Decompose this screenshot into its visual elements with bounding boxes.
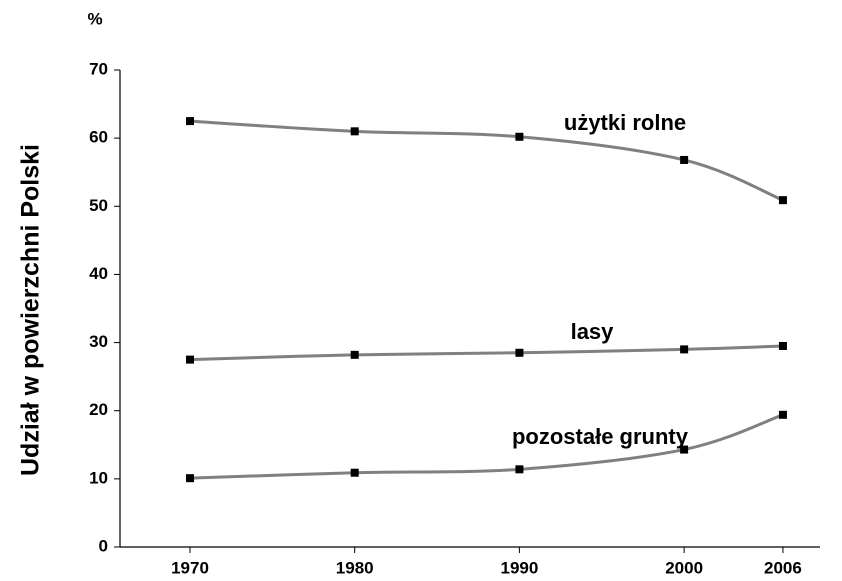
- y-unit: %: [87, 9, 102, 28]
- point-marker: [186, 474, 194, 483]
- point-marker: [186, 355, 194, 364]
- x-tick-label: 1980: [336, 558, 374, 577]
- point-marker: [680, 445, 689, 454]
- point-marker: [350, 468, 359, 477]
- y-tick-label: 30: [89, 332, 108, 351]
- point-marker: [778, 341, 787, 350]
- point-marker: [515, 465, 524, 474]
- y-tick-label: 40: [89, 264, 108, 283]
- point-marker: [515, 348, 524, 357]
- x-tick-label: 2006: [764, 558, 802, 577]
- series-label: lasy: [571, 319, 615, 344]
- y-tick-label: 60: [89, 128, 108, 147]
- series-line: [189, 344, 783, 362]
- point-marker: [680, 345, 689, 354]
- series-line: [189, 119, 784, 202]
- series-label: pozostałe grunty: [512, 424, 689, 449]
- point-marker: [515, 132, 524, 141]
- series-line: [189, 413, 784, 480]
- y-tick-label: 0: [99, 536, 108, 555]
- point-marker: [350, 350, 359, 359]
- x-tick-label: 1990: [500, 558, 538, 577]
- series-label: użytki rolne: [564, 110, 686, 135]
- y-axis-label: Udział w powierzchni Polski: [17, 144, 45, 476]
- y-tick-label: 50: [89, 196, 108, 215]
- y-tick-label: 70: [89, 59, 108, 78]
- y-tick-label: 20: [89, 400, 108, 419]
- point-marker: [778, 410, 787, 419]
- point-marker: [680, 155, 689, 164]
- point-marker: [350, 127, 359, 136]
- y-tick-label: 10: [89, 468, 108, 487]
- x-tick-label: 2000: [665, 558, 703, 577]
- point-marker: [778, 196, 787, 205]
- point-marker: [186, 117, 194, 126]
- x-tick-label: 1970: [171, 558, 209, 577]
